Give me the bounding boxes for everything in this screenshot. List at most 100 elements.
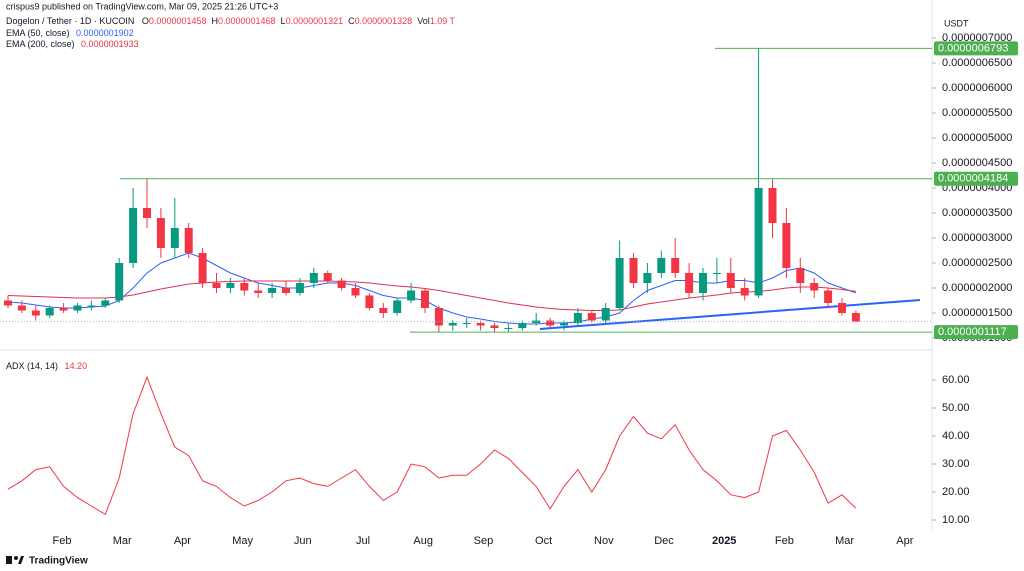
candle-body: [129, 208, 138, 263]
level-tag: [934, 41, 1018, 56]
candle-body: [546, 320, 555, 326]
logo-part: [18, 556, 24, 564]
x-tick-label: Oct: [535, 535, 552, 547]
y-tick-label: 50.00: [942, 402, 970, 414]
attribution: crispus9 published on TradingView.com, M…: [6, 1, 278, 11]
adx-legend: ADX (14, 14) 14.20: [6, 361, 87, 371]
candle-body: [226, 283, 235, 288]
y-tick-label: 0.0000005000: [942, 132, 1012, 144]
y-tick-label: 30.00: [942, 458, 970, 470]
candle-body: [768, 188, 777, 223]
candle-body: [754, 188, 763, 296]
candle-body: [462, 323, 471, 324]
symbol-header: Dogelon / Tether · 1D · KUCOIN O0.000000…: [6, 16, 456, 26]
logo-part: [14, 556, 18, 560]
candle-body: [240, 283, 249, 291]
y-tick-label: 0.0000001500: [942, 307, 1012, 319]
ohlc-value: 0.0000001321: [286, 16, 344, 26]
candle-body: [31, 310, 40, 316]
y-tick-label: 0.0000006000: [942, 82, 1012, 94]
logo-part: [6, 556, 12, 564]
candle-body: [615, 258, 624, 308]
candle-body: [59, 308, 68, 311]
x-tick-label: 2025: [712, 535, 736, 547]
y-tick-label: 0.0000005500: [942, 107, 1012, 119]
x-tick-label: Dec: [654, 535, 674, 547]
candle-body: [282, 288, 290, 293]
candle-body: [156, 218, 165, 248]
x-tick-label: Apr: [896, 535, 913, 547]
legend-name: EMA (50, close): [6, 28, 70, 38]
candle-body: [421, 290, 429, 308]
x-tick-label: Nov: [594, 535, 614, 547]
ohlc-label: L: [281, 16, 286, 26]
y-tick-label: 0.0000003000: [942, 232, 1012, 244]
candle-body: [476, 323, 485, 326]
candle-body: [337, 280, 346, 288]
candle-body: [824, 290, 833, 303]
ema200-legend: EMA (200, close) 0.0000001933: [6, 39, 139, 49]
candle-body: [198, 253, 207, 283]
candle-body: [699, 273, 707, 293]
y-tick-label: 0.0000002500: [942, 257, 1012, 269]
level-tag: [934, 171, 1018, 186]
candle-body: [115, 263, 124, 301]
candle-body: [782, 223, 791, 268]
adx-line: [7, 375, 857, 516]
candle-body: [87, 305, 96, 307]
candle-body: [643, 273, 652, 283]
candle-body: [685, 273, 694, 293]
legend-name: EMA (200, close): [6, 39, 75, 49]
y-tick-label: 0.0000003500: [942, 207, 1012, 219]
legend-name: ADX (14, 14): [6, 361, 58, 371]
symbol-title: Dogelon / Tether · 1D · KUCOIN: [6, 16, 134, 26]
candle-body: [143, 208, 151, 218]
candle-body: [601, 308, 610, 321]
candle-body: [587, 313, 596, 321]
x-tick-label: Feb: [775, 535, 794, 547]
candle-body: [4, 300, 12, 306]
candle-body: [740, 288, 749, 296]
source: TradingView: [29, 556, 88, 567]
y-tick-label: 0.0000002000: [942, 282, 1012, 294]
candle-body: [726, 273, 735, 288]
candle-body: [170, 228, 179, 248]
ohlc-label: H: [211, 16, 218, 26]
candle-body: [323, 273, 332, 281]
ema-line: [7, 280, 856, 311]
candle-body: [851, 313, 860, 322]
ohlc-value: 0.0000001468: [218, 16, 276, 26]
ohlc-label: O: [142, 16, 149, 26]
candle-body: [490, 325, 499, 328]
currency: USDT: [944, 18, 969, 28]
level-label: 0.0000004184: [938, 173, 1008, 185]
candle-body: [351, 288, 360, 296]
candle-body: [268, 288, 277, 293]
y-tick-label: 0.0000006500: [942, 57, 1012, 69]
candle-body: [448, 323, 457, 326]
x-tick-label: Apr: [174, 535, 191, 547]
candle-body: [212, 283, 221, 288]
ohlc-value: 0.0000001458: [149, 16, 207, 26]
legend-value: 14.20: [65, 361, 88, 371]
candle-body: [393, 300, 402, 313]
x-tick-label: Jun: [294, 535, 312, 547]
candle-body: [434, 308, 443, 326]
candle-body: [532, 320, 541, 323]
ohlc-value: 1.09 T: [430, 16, 456, 26]
candle-body: [629, 258, 638, 283]
candle-body: [45, 308, 54, 316]
candle-body: [810, 283, 819, 291]
y-tick-label: 10.00: [942, 514, 970, 526]
candle-body: [657, 258, 666, 273]
x-tick-label: May: [232, 535, 253, 547]
legend-value: 0.0000001933: [81, 39, 139, 49]
footer-logo: [6, 556, 24, 564]
trend-line: [539, 299, 921, 330]
x-tick-label: Mar: [113, 535, 132, 547]
candles: [4, 48, 860, 333]
level-label: 0.0000006793: [938, 42, 1008, 54]
candle-body: [184, 228, 193, 253]
